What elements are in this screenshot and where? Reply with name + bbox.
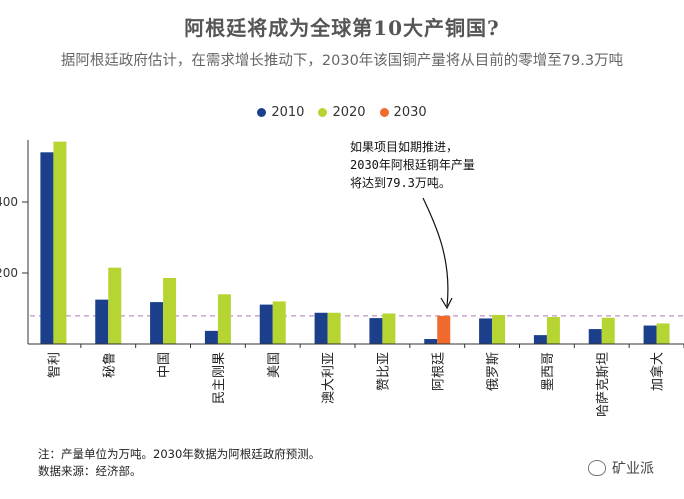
category-label: 阿根廷 [431,352,446,391]
bar-2010-8 [479,318,493,344]
footnote-units: 注：产量单位为万吨。2030年数据为阿根廷政府预测。 [38,447,321,461]
category-label: 澳大利亚 [321,352,337,404]
bar-2020-9 [546,317,560,344]
category-label: 民主刚果 [212,352,227,404]
bar-2010-5 [314,312,328,344]
footnote-source: 数据来源：经济部。 [38,464,142,478]
legend-label-2030: 2030 [393,105,427,120]
bar-2020-11 [656,323,670,344]
chart-subtitle: 据阿根廷政府估计，在需求增长推动下，2030年该国铜产量将从目前的零增至79.3… [60,53,624,69]
bar-2010-1 [95,299,109,344]
category-label: 秘鲁 [102,352,117,378]
watermark: 矿业派 [588,458,654,478]
bar-2010-3 [204,330,218,344]
legend-dot-2020 [318,108,328,117]
bar-2030-7 [437,315,451,344]
annotation-arrow [422,197,449,307]
y-tick-label: 400 [0,195,18,209]
annotation-arrowhead [440,297,453,310]
legend-dot-2010 [257,108,267,117]
bar-2020-2 [163,277,177,344]
bar-2010-11 [643,325,657,344]
category-label: 赞比亚 [376,352,391,391]
category-label: 中国 [157,352,172,378]
category-label: 加拿大 [650,352,666,391]
legend-item-2020: 2020 [318,105,366,120]
chart-title: 阿根廷将成为全球第10大产铜国? [184,16,500,40]
category-label: 智利 [47,352,62,378]
category-label: 哈萨克斯坦 [596,352,611,417]
bar-2010-7 [424,339,438,344]
bar-2010-6 [369,318,383,344]
legend-label-2010: 2010 [271,105,305,120]
bar-2020-3 [217,294,231,344]
category-label: 墨西哥 [541,352,556,391]
bar-2020-8 [492,314,506,344]
legend-item-2030: 2030 [379,105,427,120]
annotation-text: 如果项目如期推进，2030年阿根廷铜年产量将达到79.3万吨。 [350,140,475,190]
category-label: 俄罗斯 [486,352,501,391]
bar-2010-4 [259,304,273,344]
bar-2020-5 [327,312,341,344]
footnotes: 注：产量单位为万吨。2030年数据为阿根廷政府预测。 数据来源：经济部。 [38,446,320,480]
legend-item-2010: 2010 [257,105,304,120]
wechat-icon [588,460,606,476]
bar-2010-10 [588,329,602,344]
watermark-text: 矿业派 [612,461,654,477]
legend-label-2020: 2020 [332,105,366,120]
legend: 2010 2020 2030 [0,105,684,120]
bar-2020-6 [382,313,396,344]
bar-2010-2 [150,302,164,344]
legend-dot-2030 [379,108,389,117]
bar-2010-0 [40,152,54,344]
bar-2010-9 [533,335,547,344]
bar-2020-0 [53,141,67,344]
category-label: 美国 [267,352,282,378]
bar-2020-1 [108,267,122,344]
bar-2020-10 [601,317,615,344]
y-tick-label: 200 [0,266,18,280]
bar-2020-4 [272,301,286,344]
